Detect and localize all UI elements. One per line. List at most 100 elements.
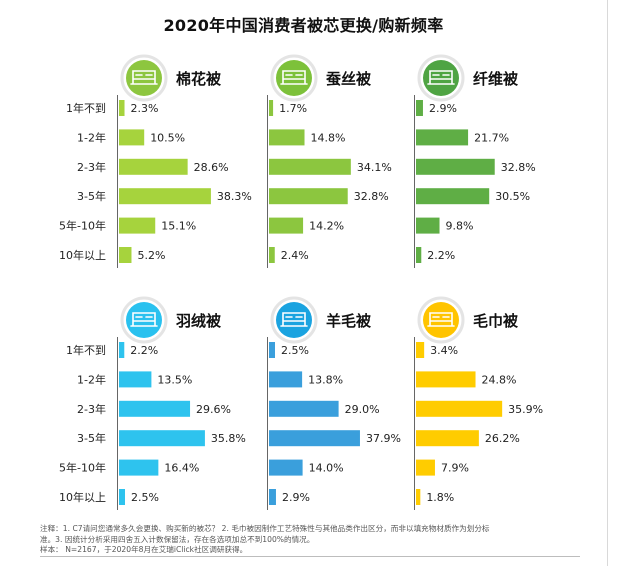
panel-4-value-label-3: 29.6% [196, 403, 231, 416]
panel-3-name: 纤维被 [473, 70, 519, 88]
panel-5-name: 羊毛被 [326, 312, 372, 330]
panel-1-bar-6 [119, 247, 132, 263]
panel-4-value-label-6: 2.5% [131, 491, 159, 504]
category-label-row2-4: 3-5年 [77, 431, 106, 445]
panel-5-value-label-1: 2.5% [281, 344, 309, 357]
panel-2-bar-1 [269, 100, 274, 116]
panel-5-bar-6 [269, 489, 276, 505]
bed-icon [280, 312, 308, 327]
panel-2-name: 蚕丝被 [325, 70, 372, 88]
category-label-row2-1: 1年不到 [66, 343, 106, 357]
panel-6-value-label-4: 26.2% [485, 432, 520, 445]
panel-2-value-label-2: 14.8% [311, 131, 346, 144]
panel-1-icon-disc [126, 60, 162, 96]
panel-4-value-label-4: 35.8% [211, 432, 246, 445]
category-label-row2-3: 2-3年 [77, 402, 106, 416]
chart-footer: 注释：1. C7请问您通常多久会更换、购买新的被芯？ 2. 毛巾被因制作工艺特殊… [40, 524, 580, 556]
bed-icon [130, 70, 158, 85]
panel-1-bar-2 [119, 129, 145, 146]
category-label-row2-6: 10年以上 [59, 490, 106, 504]
panel-2-bar-5 [269, 217, 304, 234]
panel-2-bar-3 [269, 158, 351, 175]
category-label-row1-1: 1年不到 [66, 101, 106, 115]
panel-4-icon-disc [126, 302, 162, 338]
panel-6-bar-5 [416, 459, 435, 476]
bed-icon [280, 70, 308, 85]
panel-6-name: 毛巾被 [473, 312, 519, 330]
category-label-row2-2: 1-2年 [77, 372, 106, 386]
category-label-row1-6: 10年以上 [59, 248, 106, 262]
panel-3-bar-2 [416, 129, 469, 146]
panel-3-value-label-1: 2.9% [429, 102, 457, 115]
panel-2-bar-4 [269, 188, 348, 205]
panel-3-value-label-4: 30.5% [495, 190, 530, 203]
panel-6-bar-2 [416, 371, 476, 388]
panel-3-bar-6 [416, 247, 422, 263]
panel-3-value-label-2: 21.7% [474, 131, 509, 144]
bed-icon [427, 70, 455, 85]
category-label-row1-2: 1-2年 [77, 130, 106, 144]
category-label-row1-4: 3-5年 [77, 189, 106, 203]
bed-icon [130, 312, 158, 327]
panel-1-value-label-6: 5.2% [137, 249, 165, 262]
panel-1-value-label-5: 15.1% [161, 220, 196, 233]
panel-3-bar-5 [416, 217, 440, 234]
panel-5-bar-2 [269, 371, 303, 388]
panel-3-bar-1 [416, 100, 423, 116]
footer-divider [40, 556, 580, 557]
panel-1-bar-1 [119, 100, 125, 116]
panel-6-value-label-6: 1.8% [426, 491, 454, 504]
panel-2-value-label-1: 1.7% [279, 102, 307, 115]
category-label-row1-3: 2-3年 [77, 160, 106, 174]
panel-6-bar-3 [416, 400, 503, 417]
panel-3-value-label-6: 2.2% [427, 249, 455, 262]
panel-4-bar-1 [119, 342, 125, 358]
chart-title: 2020年中国消费者被芯更换/购新频率 [163, 16, 444, 35]
panel-4-value-label-2: 13.5% [157, 373, 192, 386]
panel-5-value-label-4: 37.9% [366, 432, 401, 445]
panel-1-name: 棉花被 [176, 70, 222, 88]
panel-1-bar-4 [119, 188, 211, 205]
panel-5-bar-3 [269, 400, 339, 417]
footer-note-line-1: 注释：1. C7请问您通常多久会更换、购买新的被芯？ 2. 毛巾被因制作工艺特殊… [40, 524, 490, 533]
panel-6-value-label-3: 35.9% [508, 403, 543, 416]
panel-2-bar-2 [269, 129, 305, 146]
panel-4-bar-5 [119, 459, 159, 476]
panel-1-value-label-1: 2.3% [131, 102, 159, 115]
panel-6-bar-6 [416, 489, 421, 505]
panel-4-name: 羽绒被 [176, 312, 222, 330]
panel-3-value-label-3: 32.8% [501, 161, 536, 174]
panel-5-bar-1 [269, 342, 275, 358]
footer-sample: 样本： N=2167，于2020年8月在艾瑞iClick社区调研获得。 [40, 545, 248, 554]
panel-3-icon-disc [423, 60, 459, 96]
panel-5-value-label-3: 29.0% [345, 403, 380, 416]
panel-3-bar-4 [416, 188, 490, 205]
panel-4-value-label-1: 2.2% [130, 344, 158, 357]
panel-6-value-label-2: 24.8% [482, 373, 517, 386]
panel-6-bar-4 [416, 430, 479, 447]
category-label-row1-5: 5年-10年 [59, 219, 106, 233]
panel-1-bar-3 [119, 158, 188, 175]
panel-1-bar-5 [119, 217, 156, 234]
panel-6-bar-1 [416, 342, 425, 358]
bed-icon [427, 312, 455, 327]
panel-4-bar-4 [119, 430, 205, 447]
footer-note-line-2: 准。3. 因统计分析采用四舍五入计数保留法，存在各选项加总不到100%的情况。 [40, 534, 315, 544]
panel-5-value-label-2: 13.8% [308, 373, 343, 386]
panel-5-bar-4 [269, 430, 360, 447]
panel-5-value-label-5: 14.0% [309, 462, 344, 475]
panel-2-value-label-6: 2.4% [281, 249, 309, 262]
panel-1-value-label-3: 28.6% [194, 161, 229, 174]
panel-4-bar-3 [119, 400, 191, 417]
panel-4-value-label-5: 16.4% [164, 462, 199, 475]
panel-6-icon-disc [423, 302, 459, 338]
panel-4-bar-2 [119, 371, 152, 388]
panel-2-icon-disc [276, 60, 312, 96]
panel-1-value-label-2: 10.5% [150, 131, 185, 144]
panel-6-value-label-1: 3.4% [430, 344, 458, 357]
panel-5-bar-5 [269, 459, 303, 476]
panel-1-value-label-4: 38.3% [217, 190, 252, 203]
panel-5-icon-disc [276, 302, 312, 338]
